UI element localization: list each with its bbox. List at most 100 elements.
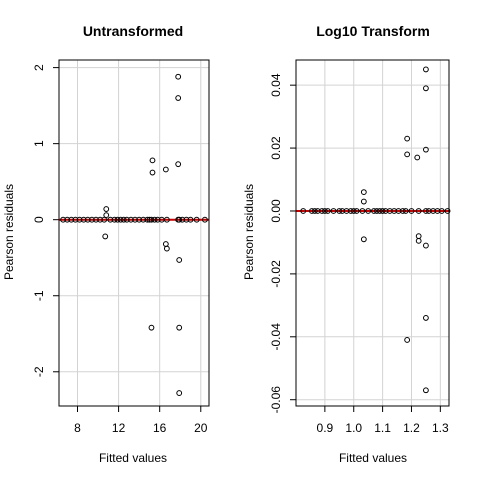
data-point <box>76 216 83 223</box>
data-point <box>151 216 158 223</box>
data-point <box>101 216 108 223</box>
panel1-x-axis: 8 12 16 20 <box>74 406 208 435</box>
panel2-ylabel: Pearson residuals <box>242 184 256 280</box>
data-point <box>114 216 121 223</box>
panel2-y-axis: -0.06 -0.04 -0.02 0.00 0.02 0.04 <box>269 73 296 413</box>
y-tick-label: 0.04 <box>269 73 283 97</box>
data-point <box>300 208 307 214</box>
data-point <box>201 216 208 223</box>
x-tick-label: 1.0 <box>345 421 362 435</box>
data-point <box>154 216 161 223</box>
data-point <box>404 151 411 158</box>
data-point <box>187 216 194 223</box>
x-tick-label: 1.3 <box>432 421 449 435</box>
data-point <box>438 208 445 214</box>
x-tick-label: 1.1 <box>374 421 391 435</box>
data-point <box>414 154 421 161</box>
data-point <box>379 208 386 214</box>
panel1-frame <box>58 59 210 407</box>
data-point <box>360 198 367 205</box>
y-tick-label: 0.00 <box>269 199 283 223</box>
data-point <box>404 135 411 142</box>
x-tick-label: 1.2 <box>403 421 420 435</box>
data-point <box>163 245 170 252</box>
y-tick-label: -0.04 <box>269 323 283 351</box>
data-point <box>140 216 147 223</box>
data-point <box>144 216 151 223</box>
panel-untransformed: Untransformed Fitted values Pearson resi… <box>2 23 210 465</box>
data-point <box>402 208 409 214</box>
data-point <box>423 66 429 73</box>
data-point <box>415 233 422 240</box>
data-point <box>360 236 367 243</box>
data-point <box>176 257 183 263</box>
data-point <box>175 73 182 80</box>
data-point <box>373 208 380 214</box>
x-tick-label: 20 <box>194 421 208 435</box>
panel2-grid <box>296 60 449 406</box>
data-point <box>179 216 186 223</box>
data-point <box>88 216 95 223</box>
panel2-xlabel: Fitted values <box>339 451 407 465</box>
data-point <box>360 189 367 196</box>
data-point <box>423 146 429 153</box>
panel2-frame <box>295 59 450 407</box>
data-point <box>336 208 343 214</box>
panel-log10: Log10 Transform Fitted values Pearson re… <box>242 23 451 465</box>
data-point <box>376 208 383 214</box>
y-tick-label: 2 <box>32 64 46 71</box>
data-point <box>423 85 429 92</box>
data-point <box>324 208 331 214</box>
data-point <box>163 216 170 223</box>
data-point <box>444 208 451 214</box>
data-point <box>353 208 360 214</box>
panel2-points <box>300 66 451 394</box>
panel1-ylabel: Pearson residuals <box>2 184 16 280</box>
data-point <box>93 216 99 223</box>
data-point <box>111 216 118 223</box>
data-point <box>347 208 354 214</box>
data-point <box>60 216 67 223</box>
data-point <box>64 216 71 223</box>
data-point <box>72 216 79 223</box>
y-tick-label: -0.06 <box>269 386 283 414</box>
x-tick-label: 16 <box>153 421 167 435</box>
data-point <box>319 208 325 214</box>
data-point <box>176 324 183 331</box>
panel1-y-axis: -2 -1 0 1 2 <box>32 64 59 377</box>
y-tick-label: 0.02 <box>269 136 283 160</box>
data-point <box>128 216 134 223</box>
y-tick-label: 0 <box>32 216 46 223</box>
data-point <box>311 208 318 214</box>
panel2-x-axis: 0.9 1.0 1.1 1.2 1.3 <box>317 406 449 435</box>
data-point <box>350 208 357 214</box>
data-point <box>308 208 315 214</box>
x-tick-label: 8 <box>74 421 81 435</box>
data-point <box>162 241 169 247</box>
data-point <box>408 208 415 214</box>
data-point <box>176 390 183 396</box>
data-point <box>103 206 110 212</box>
data-point <box>175 161 182 168</box>
data-point <box>103 212 110 219</box>
panel1-grid <box>59 60 209 406</box>
panel1-xlabel: Fitted values <box>99 451 167 465</box>
data-point <box>365 208 372 214</box>
panel1-points <box>60 73 208 396</box>
data-point <box>97 216 103 223</box>
data-point <box>423 242 429 249</box>
y-tick-label: -0.02 <box>269 260 283 288</box>
data-point <box>68 216 75 223</box>
data-point <box>359 208 366 214</box>
data-point <box>149 169 156 176</box>
y-tick-label: 1 <box>32 140 46 147</box>
y-tick-label: -1 <box>32 290 46 301</box>
data-point <box>404 337 411 343</box>
data-point <box>371 208 377 214</box>
y-tick-label: -2 <box>32 366 46 377</box>
data-point <box>193 216 200 223</box>
x-tick-label: 12 <box>112 421 126 435</box>
data-point <box>175 216 182 223</box>
data-point <box>148 216 155 223</box>
